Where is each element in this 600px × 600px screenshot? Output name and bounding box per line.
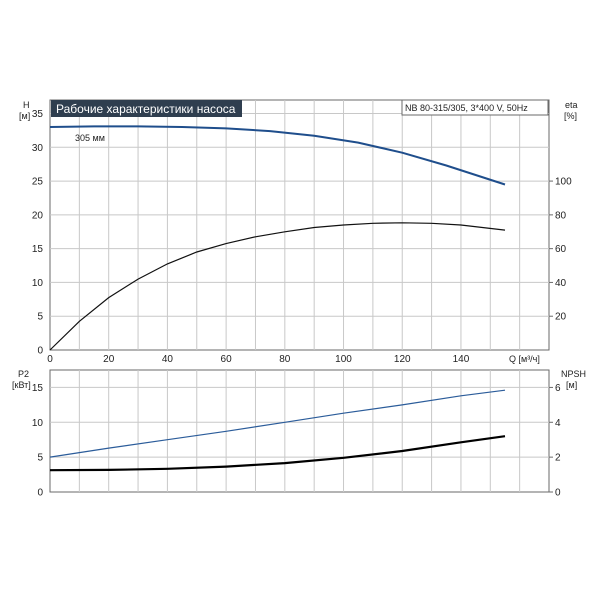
eta-tick-label: 80	[555, 210, 567, 221]
model-label: NB 80-315/305, 3*400 V, 50Hz	[405, 103, 528, 113]
npsh-tick-label: 2	[555, 453, 561, 464]
eta-axis-label: eta	[565, 100, 578, 110]
p2-tick-label: 5	[37, 453, 43, 464]
top-plot-frame	[49, 99, 550, 351]
h-axis-label: H	[23, 100, 30, 110]
power-curve	[49, 389, 506, 458]
p2-tick-label: 15	[32, 383, 44, 394]
npsh-tick-label: 4	[555, 418, 561, 429]
npsh-curve	[49, 435, 506, 472]
bottom-plot-frame	[49, 369, 550, 493]
h-tick-label: 15	[32, 244, 44, 255]
p2-axis-label: P2	[18, 369, 29, 379]
p2-tick-label: 10	[32, 418, 44, 429]
impeller-diameter-label: 305 мм	[75, 133, 105, 143]
x-tick-label: 20	[103, 354, 115, 365]
p2-axis-unit: [кВт]	[12, 380, 31, 390]
p2-tick-label: 0	[37, 488, 43, 499]
h-axis-unit: [м]	[19, 111, 30, 121]
x-tick-label: 140	[453, 354, 470, 365]
series-layer	[49, 125, 506, 472]
npsh-tick-label: 6	[555, 383, 561, 394]
x-tick-label: 100	[335, 354, 352, 365]
h-tick-label: 30	[32, 143, 44, 154]
eta-tick-label: 60	[555, 244, 567, 255]
eta-axis-unit: [%]	[564, 111, 577, 121]
x-tick-label: 80	[279, 354, 291, 365]
h-tick-label: 35	[32, 109, 44, 120]
h-tick-label: 25	[32, 177, 44, 188]
model-box	[401, 99, 549, 116]
x-tick-label: 60	[221, 354, 233, 365]
eta-tick-label: 40	[555, 278, 567, 289]
head-curve	[49, 125, 506, 186]
q-axis-label: Q [м³/ч]	[509, 354, 540, 364]
efficiency-curve	[49, 222, 506, 351]
npsh-tick-label: 0	[555, 488, 561, 499]
eta-tick-label: 20	[555, 312, 567, 323]
grid-layer	[50, 100, 549, 492]
h-tick-label: 0	[37, 346, 43, 357]
h-tick-label: 20	[32, 210, 44, 221]
x-tick-label: 120	[394, 354, 411, 365]
x-tick-label: 0	[47, 354, 53, 365]
h-tick-label: 5	[37, 312, 43, 323]
tick-layer: 0 20 40 60 80 100 120 1400510152025303520406080…	[32, 109, 572, 498]
chart-title: Рабочие характеристики насоса	[56, 102, 236, 116]
npsh-axis-unit: [м]	[566, 380, 577, 390]
eta-tick-label: 100	[555, 177, 572, 188]
x-tick-label: 40	[162, 354, 174, 365]
h-tick-label: 10	[32, 278, 44, 289]
npsh-axis-label: NPSH	[561, 369, 586, 379]
title-box	[51, 100, 242, 117]
